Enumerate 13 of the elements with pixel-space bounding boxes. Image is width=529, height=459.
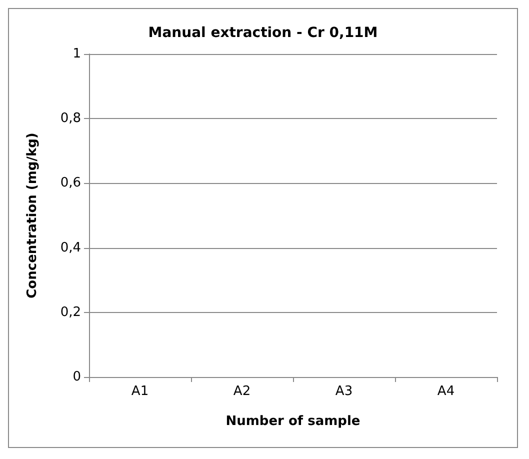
chart-title: Manual extraction - Cr 0,11M — [148, 25, 378, 41]
x-axis-title: Number of sample — [226, 414, 360, 429]
y-tick-label: 0,8 — [60, 111, 81, 126]
x-tick-label: A2 — [233, 384, 251, 399]
y-tick-label: 0,6 — [60, 176, 81, 191]
y-tick-label: 1 — [72, 46, 81, 62]
x-tick-label: A1 — [131, 384, 149, 399]
x-tick-label: A3 — [335, 384, 353, 399]
x-tick-label: A4 — [437, 384, 455, 399]
y-tick-label: 0,2 — [60, 304, 81, 320]
y-tick-label: 0,4 — [60, 240, 81, 256]
y-axis-title: Concentration (mg/kg) — [25, 132, 40, 298]
y-tick-label: 0 — [72, 370, 81, 384]
